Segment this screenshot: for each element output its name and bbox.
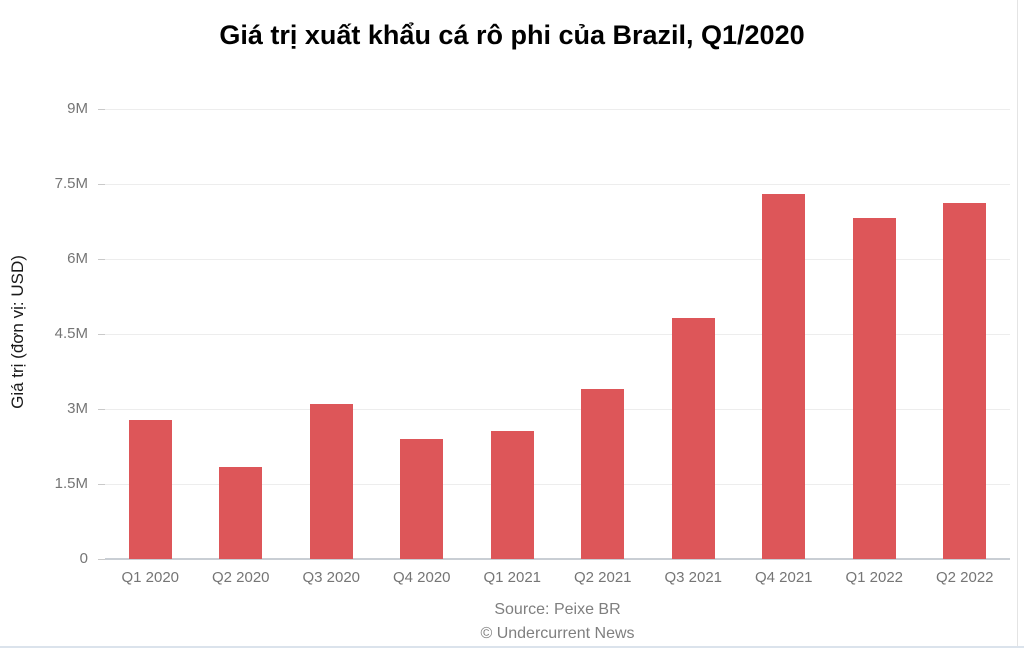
x-tick-label: Q1 2021 (483, 569, 542, 586)
y-tick-mark (98, 559, 105, 560)
y-tick-mark (98, 409, 105, 410)
bar-slot (920, 203, 1011, 559)
frame-right-border (1017, 0, 1018, 648)
bar-q2-2020 (219, 467, 263, 559)
bar-slot (196, 467, 287, 559)
gridline (105, 484, 1010, 485)
gridline (105, 109, 1010, 110)
bar-slot (739, 194, 830, 559)
y-tick-label: 7.5M (54, 175, 88, 192)
x-tick-label: Q2 2020 (211, 569, 270, 586)
y-tick-mark (98, 184, 105, 185)
y-tick-label: 4.5M (54, 325, 88, 342)
bar-q4-2020 (400, 439, 444, 559)
gridline (105, 334, 1010, 335)
x-tick-label: Q1 2020 (121, 569, 180, 586)
y-tick-mark (98, 259, 105, 260)
bar-slot (829, 218, 920, 559)
bar-slot (377, 439, 468, 559)
y-tick-mark (98, 484, 105, 485)
y-tick-mark (98, 334, 105, 335)
bar-slot (105, 420, 196, 559)
source-text: Source: Peixe BR (494, 601, 621, 618)
y-axis-title: Giá trị (đơn vị: USD) (8, 255, 27, 409)
gridline (105, 409, 1010, 410)
chart-footer: Source: Peixe BR © Undercurrent News (105, 598, 1010, 646)
x-axis-line (105, 558, 1010, 560)
x-tick-label: Q4 2021 (754, 569, 813, 586)
frame-bottom-border (0, 646, 1024, 648)
bar-slot (648, 318, 739, 559)
y-tick-label: 6M (67, 250, 88, 267)
x-tick-label: Q3 2021 (664, 569, 723, 586)
y-tick-label: 9M (67, 100, 88, 117)
bar-q1-2022 (852, 218, 896, 559)
chart-title: Giá trị xuất khẩu cá rô phi của Brazil, … (219, 20, 805, 50)
bar-q2-2021 (581, 389, 625, 559)
x-tick-label: Q1 2022 (845, 569, 904, 586)
bar-slot (467, 431, 558, 559)
gridline (105, 259, 1010, 260)
bar-q2-2022 (943, 203, 987, 559)
y-tick-mark (98, 109, 105, 110)
copyright-text: © Undercurrent News (480, 625, 635, 642)
y-tick-label: 3M (67, 400, 88, 417)
bar-q4-2021 (762, 194, 806, 559)
x-tick-label: Q3 2020 (302, 569, 361, 586)
bar-slot (286, 404, 377, 559)
bar-slot (558, 389, 649, 559)
bar-q1-2021 (490, 431, 534, 559)
y-tick-label: 0 (79, 550, 88, 567)
x-tick-label: Q2 2021 (573, 569, 632, 586)
bar-q3-2020 (309, 404, 353, 559)
gridline (105, 184, 1010, 185)
plot-area: 0 1.5M 3M 4.5M 6M 7.5M 9M Q1 2020 Q2 2020 Q3 2020… (55, 100, 1011, 586)
x-tick-label: Q4 2020 (392, 569, 451, 586)
bar-q3-2021 (671, 318, 715, 559)
y-tick-label: 1.5M (54, 475, 88, 492)
x-tick-label: Q2 2022 (935, 569, 994, 586)
bar-q1-2020 (128, 420, 172, 559)
